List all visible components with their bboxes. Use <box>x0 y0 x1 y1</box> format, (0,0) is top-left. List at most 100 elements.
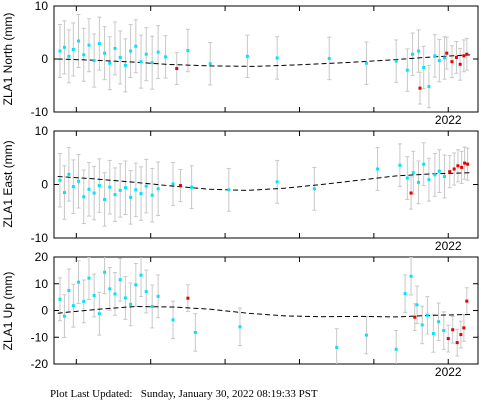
north-data-point <box>71 47 75 51</box>
up-data-point <box>82 299 86 303</box>
north-recent-point <box>418 86 422 90</box>
up-data-point <box>437 320 441 324</box>
up-data-point <box>77 280 81 284</box>
north-data-point <box>92 59 96 63</box>
north-data-point <box>433 54 437 58</box>
up-data-point <box>103 270 107 274</box>
north-data-point <box>427 85 431 89</box>
east-data-point <box>275 180 279 184</box>
north-data-point <box>208 62 212 66</box>
east-data-point <box>113 193 117 197</box>
east-recent-point <box>463 161 467 165</box>
east-data-point <box>139 192 143 196</box>
north-recent-point <box>465 52 469 56</box>
north-data-point <box>437 59 441 63</box>
up-data-point <box>150 304 154 308</box>
north-data-point <box>103 51 107 55</box>
east-data-point <box>134 188 138 192</box>
north-data-point <box>164 55 168 59</box>
up-data-point <box>129 302 133 306</box>
up-data-point <box>193 330 197 334</box>
north-recent-point <box>454 55 458 59</box>
north-data-point <box>113 46 117 50</box>
north-data-point <box>134 44 138 48</box>
north-plot-frame <box>53 5 479 113</box>
east-data-point <box>411 171 415 175</box>
up-ytick-label: -20 <box>31 357 49 371</box>
east-data-point <box>58 178 62 182</box>
north-data-point <box>62 45 66 49</box>
up-data-point <box>144 290 148 294</box>
north-recent-point <box>458 62 462 66</box>
up-data-point <box>134 283 138 287</box>
east-data-point <box>376 167 380 171</box>
east-data-point <box>405 176 409 180</box>
north-data-point <box>77 39 81 43</box>
up-data-point <box>335 345 339 349</box>
north-ylabel: ZLA1 North (mm) <box>1 13 15 106</box>
up-data-point <box>62 314 66 318</box>
north-data-point <box>394 59 398 63</box>
north-recent-point <box>445 51 449 55</box>
east-data-point <box>87 187 91 191</box>
up-data-point <box>71 304 75 308</box>
east-panel: -10 0 10 2022 ZLA1 East (mm) <box>1 124 479 253</box>
north-data-point <box>82 53 86 57</box>
north-data-point <box>245 54 249 58</box>
north-data-point <box>416 49 420 53</box>
up-data-point <box>58 297 62 301</box>
up-data-point <box>87 276 91 280</box>
up-recent-point <box>186 296 190 300</box>
up-ytick-label: 20 <box>35 250 49 264</box>
east-data-point <box>422 162 426 166</box>
east-data-point <box>150 193 154 197</box>
up-data-point <box>123 296 127 300</box>
east-data-point <box>427 178 431 182</box>
up-data-point <box>108 287 112 291</box>
east-recent-point <box>452 167 456 171</box>
east-recent-point <box>456 164 460 168</box>
up-panel: -20 -10 0 10 20 2022 ZLA1 Up (mm) <box>1 250 479 379</box>
north-data-point <box>327 56 331 60</box>
east-data-point <box>108 185 112 189</box>
up-data-point <box>364 333 368 337</box>
north-data-point <box>97 42 101 46</box>
east-data-point <box>433 173 437 177</box>
north-data-point <box>411 52 415 56</box>
east-ytick-label: 0 <box>41 178 48 192</box>
up-data-point <box>118 278 122 282</box>
east-ylabel: ZLA1 East (mm) <box>1 140 15 227</box>
up-xtick-label: 2022 <box>435 365 462 379</box>
east-data-point <box>118 188 122 192</box>
up-trend-line <box>57 305 471 318</box>
up-data-point <box>67 288 71 292</box>
up-data-point <box>409 274 413 278</box>
north-data-point <box>156 50 160 54</box>
east-data-point <box>62 191 66 195</box>
east-ytick-label: 10 <box>35 124 49 138</box>
up-ytick-label: 0 <box>41 304 48 318</box>
north-panel: -10 0 10 2022 ZLA1 North (mm) <box>1 0 479 127</box>
east-recent-point <box>409 191 413 195</box>
east-plot-frame <box>53 130 479 239</box>
north-recent-point <box>462 54 466 58</box>
east-ytick-label: -10 <box>31 231 49 245</box>
east-data-point <box>103 197 107 201</box>
north-ytick-label: -10 <box>31 105 49 119</box>
east-data-point <box>437 169 441 173</box>
north-data-point <box>139 60 143 64</box>
east-data-point <box>156 187 160 191</box>
north-data-point <box>123 63 127 67</box>
up-data-point <box>403 292 407 296</box>
east-data-point <box>67 172 71 176</box>
up-recent-point <box>451 328 455 332</box>
up-recent-point <box>462 326 466 330</box>
east-data-point <box>443 174 447 178</box>
up-ytick-label: -10 <box>31 330 49 344</box>
north-data-point <box>275 56 279 60</box>
east-recent-point <box>466 162 470 166</box>
north-data-point <box>186 49 190 53</box>
north-recent-point <box>450 60 454 64</box>
east-data-point <box>312 187 316 191</box>
